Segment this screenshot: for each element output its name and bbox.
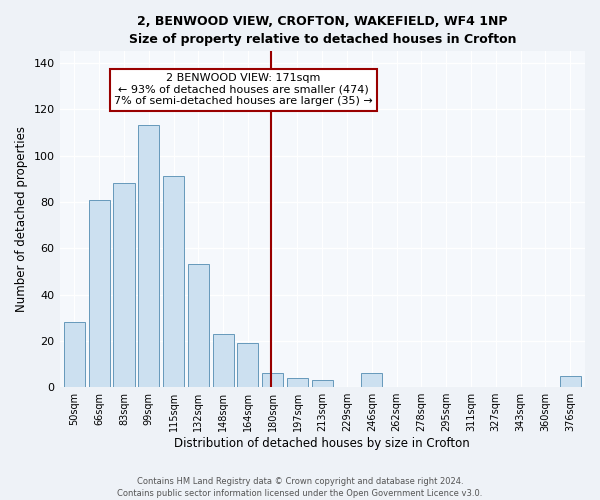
Text: Contains HM Land Registry data © Crown copyright and database right 2024.
Contai: Contains HM Land Registry data © Crown c… [118,476,482,498]
Title: 2, BENWOOD VIEW, CROFTON, WAKEFIELD, WF4 1NP
Size of property relative to detach: 2, BENWOOD VIEW, CROFTON, WAKEFIELD, WF4… [128,15,516,46]
Y-axis label: Number of detached properties: Number of detached properties [15,126,28,312]
Bar [163,176,184,387]
Bar [212,334,233,387]
Bar [188,264,209,387]
Text: 2 BENWOOD VIEW: 171sqm
← 93% of detached houses are smaller (474)
7% of semi-det: 2 BENWOOD VIEW: 171sqm ← 93% of detached… [114,73,373,106]
Bar [287,378,308,387]
Bar [361,374,382,387]
Bar [64,322,85,387]
Bar [138,126,160,387]
X-axis label: Distribution of detached houses by size in Crofton: Distribution of detached houses by size … [175,437,470,450]
Bar [262,374,283,387]
Bar [89,200,110,387]
Bar [113,184,134,387]
Bar [312,380,333,387]
Bar [238,343,259,387]
Bar [560,376,581,387]
